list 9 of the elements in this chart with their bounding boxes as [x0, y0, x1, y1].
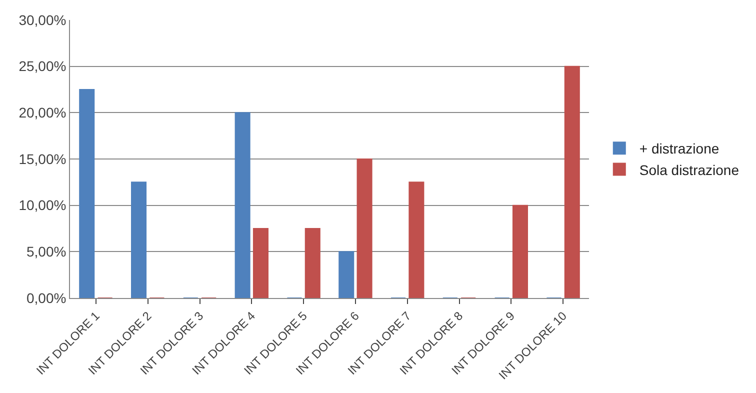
y-tick-label: 30,00% — [18, 12, 66, 28]
legend-label: + distrazione — [639, 140, 720, 157]
y-tick-label: 15,00% — [18, 150, 66, 167]
y-tick-label: 25,00% — [18, 58, 66, 74]
legend-label: Sola distrazione — [639, 162, 740, 178]
y-tick-label: 5,00% — [26, 244, 66, 260]
y-tick-label: 20,00% — [18, 104, 66, 121]
y-tick-label: 0,00% — [26, 290, 66, 306]
y-tick-label: 10,00% — [18, 197, 66, 214]
